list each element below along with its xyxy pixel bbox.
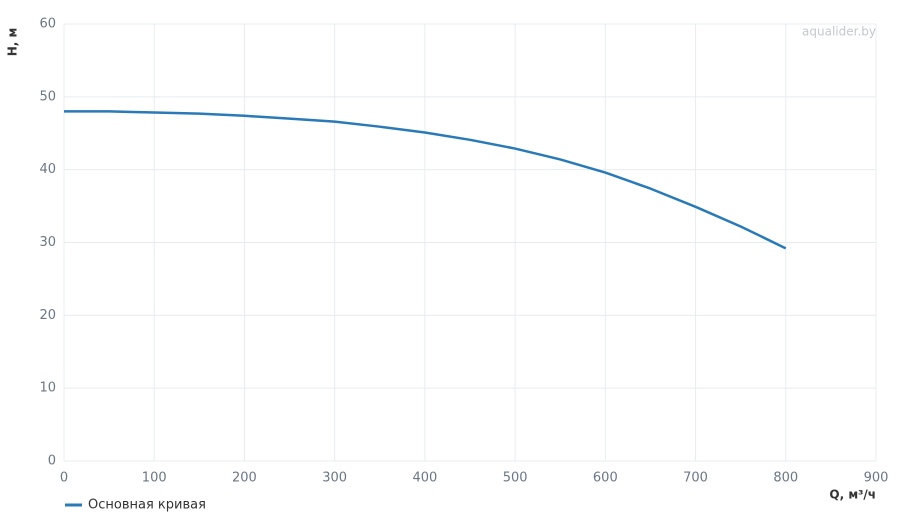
- series-line: [64, 110, 787, 250]
- y-tick-label: 60: [39, 17, 56, 32]
- y-tick-label: 30: [39, 235, 56, 250]
- y-tick-label: 40: [39, 162, 56, 177]
- x-tick-label: 300: [322, 471, 347, 486]
- x-tick-label: 800: [773, 471, 798, 486]
- y-tick-label: 0: [48, 454, 56, 469]
- x-tick-label: 600: [593, 471, 618, 486]
- legend-label: Основная кривая: [88, 498, 206, 513]
- x-tick-label: 100: [142, 471, 167, 486]
- x-tick-label: 200: [232, 471, 257, 486]
- y-tick-label: 10: [39, 381, 56, 396]
- watermark: aqualider.by: [802, 25, 876, 39]
- x-tick-label: 700: [683, 471, 708, 486]
- y-tick-label: 50: [39, 89, 56, 104]
- y-tick-label: 20: [39, 308, 56, 323]
- x-tick-label: 400: [412, 471, 437, 486]
- y-axis-label: H, м: [6, 28, 20, 57]
- x-axis-label: Q, м³/ч: [829, 488, 876, 502]
- x-tick-label: 0: [60, 471, 68, 486]
- x-tick-label: 500: [503, 471, 528, 486]
- x-tick-label: 900: [864, 471, 889, 486]
